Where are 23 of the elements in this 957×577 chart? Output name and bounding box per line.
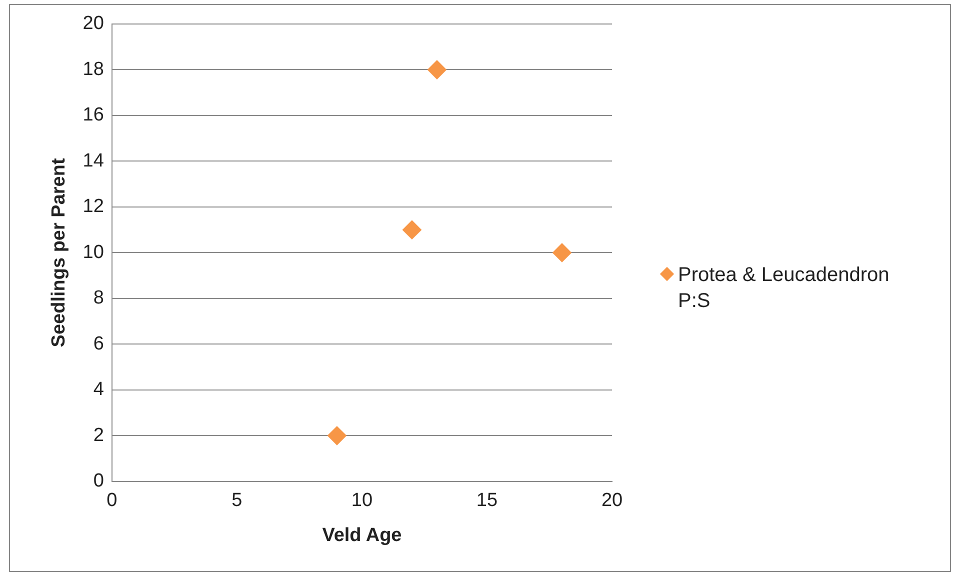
y-tick-label: 0 (93, 470, 104, 492)
y-tick-label: 14 (82, 150, 104, 172)
x-tick-label: 5 (232, 490, 242, 512)
point (552, 243, 572, 262)
point (402, 220, 422, 240)
y-tick-label: 20 (82, 13, 104, 34)
y-axis-title: Seedlings per Parent (48, 158, 70, 348)
x-axis-title: Veld Age (322, 524, 402, 546)
point (327, 426, 346, 446)
y-tick-label: 8 (93, 288, 104, 309)
y-tick-label: 10 (82, 242, 104, 263)
x-tick-label: 10 (351, 490, 373, 512)
y-tick-label: 12 (82, 196, 104, 218)
x-tick-label: 15 (476, 490, 498, 512)
y-tick-label: 16 (82, 104, 104, 126)
y-tick-label: 2 (93, 424, 104, 446)
y-tick-label: 4 (93, 379, 104, 400)
legend-label: Protea & Leucadendron P:S (678, 263, 890, 314)
y-tick-label: 6 (93, 333, 104, 354)
point (427, 60, 446, 80)
x-tick-label: 0 (106, 490, 118, 512)
x-tick-label: 20 (601, 490, 623, 512)
y-tick-label: 18 (82, 58, 104, 80)
